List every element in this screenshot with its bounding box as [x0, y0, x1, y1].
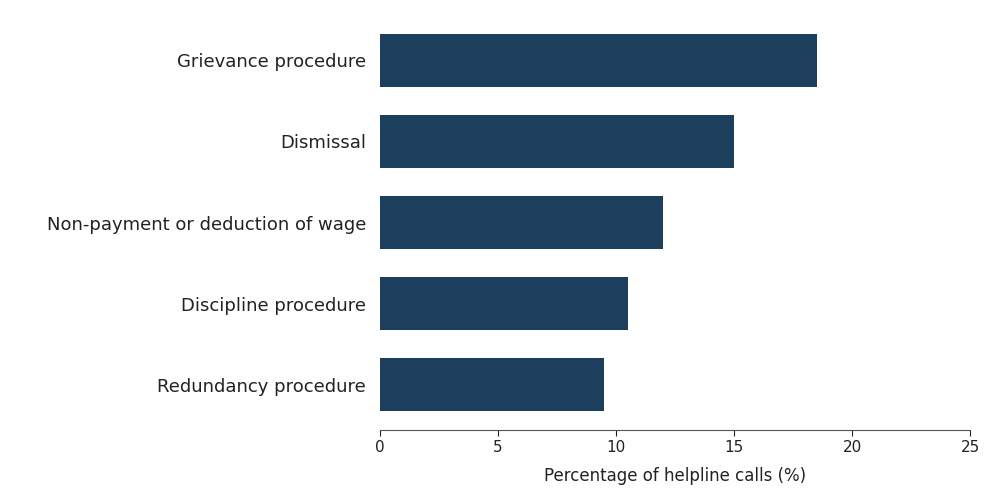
Bar: [380, 358, 604, 411]
X-axis label: Percentage of helpline calls (%): Percentage of helpline calls (%): [544, 466, 806, 484]
Bar: [380, 278, 628, 330]
Bar: [380, 34, 817, 86]
Bar: [380, 115, 734, 168]
Bar: [380, 196, 663, 249]
